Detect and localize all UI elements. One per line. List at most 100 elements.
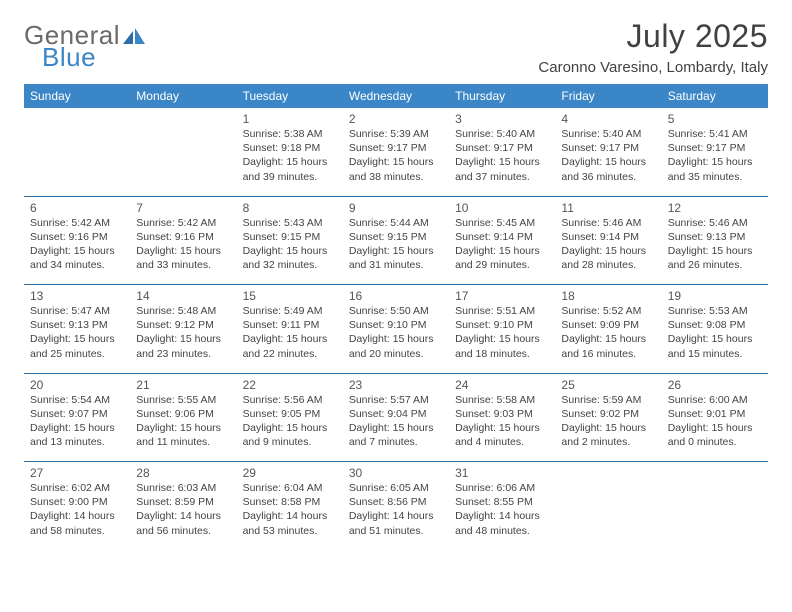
daylight-line-1: Daylight: 15 hours — [243, 421, 337, 435]
sunset-line: Sunset: 9:08 PM — [668, 318, 762, 332]
day-number: 15 — [243, 289, 337, 303]
sunset-line: Sunset: 9:14 PM — [455, 230, 549, 244]
daylight-line-2: and 51 minutes. — [349, 524, 443, 538]
week-row: 13Sunrise: 5:47 AMSunset: 9:13 PMDayligh… — [24, 285, 768, 373]
sunrise-line: Sunrise: 5:58 AM — [455, 393, 549, 407]
sunrise-line: Sunrise: 6:04 AM — [243, 481, 337, 495]
daylight-line-2: and 4 minutes. — [455, 435, 549, 449]
daylight-line-1: Daylight: 15 hours — [30, 421, 124, 435]
calendar-page: General Blue July 2025 Caronno Varesino,… — [0, 0, 792, 612]
day-cell — [24, 108, 130, 196]
sunrise-line: Sunrise: 5:59 AM — [561, 393, 655, 407]
daylight-line-1: Daylight: 14 hours — [30, 509, 124, 523]
daylight-line-2: and 25 minutes. — [30, 347, 124, 361]
sunrise-line: Sunrise: 6:05 AM — [349, 481, 443, 495]
day-number: 3 — [455, 112, 549, 126]
daylight-line-1: Daylight: 15 hours — [668, 332, 762, 346]
sunset-line: Sunset: 8:58 PM — [243, 495, 337, 509]
daylight-line-2: and 36 minutes. — [561, 170, 655, 184]
day-number: 28 — [136, 466, 230, 480]
day-cell: 25Sunrise: 5:59 AMSunset: 9:02 PMDayligh… — [555, 374, 661, 462]
sunrise-line: Sunrise: 5:49 AM — [243, 304, 337, 318]
day-cell: 30Sunrise: 6:05 AMSunset: 8:56 PMDayligh… — [343, 462, 449, 550]
sunset-line: Sunset: 9:17 PM — [455, 141, 549, 155]
day-cell: 4Sunrise: 5:40 AMSunset: 9:17 PMDaylight… — [555, 108, 661, 196]
daylight-line-2: and 13 minutes. — [30, 435, 124, 449]
sunset-line: Sunset: 9:01 PM — [668, 407, 762, 421]
day-number: 16 — [349, 289, 443, 303]
sunrise-line: Sunrise: 5:46 AM — [668, 216, 762, 230]
day-number: 23 — [349, 378, 443, 392]
daylight-line-1: Daylight: 15 hours — [561, 155, 655, 169]
day-number: 27 — [30, 466, 124, 480]
daylight-line-1: Daylight: 15 hours — [349, 421, 443, 435]
daylight-line-1: Daylight: 15 hours — [455, 244, 549, 258]
sunrise-line: Sunrise: 5:40 AM — [561, 127, 655, 141]
sunrise-line: Sunrise: 6:00 AM — [668, 393, 762, 407]
day-cell: 31Sunrise: 6:06 AMSunset: 8:55 PMDayligh… — [449, 462, 555, 550]
day-cell: 15Sunrise: 5:49 AMSunset: 9:11 PMDayligh… — [237, 285, 343, 373]
day-number: 21 — [136, 378, 230, 392]
sunrise-line: Sunrise: 5:47 AM — [30, 304, 124, 318]
day-cell: 19Sunrise: 5:53 AMSunset: 9:08 PMDayligh… — [662, 285, 768, 373]
day-header: Wednesday — [343, 84, 449, 108]
day-number: 25 — [561, 378, 655, 392]
sunrise-line: Sunrise: 5:51 AM — [455, 304, 549, 318]
day-number: 20 — [30, 378, 124, 392]
day-number: 1 — [243, 112, 337, 126]
sunrise-line: Sunrise: 5:42 AM — [30, 216, 124, 230]
sunset-line: Sunset: 9:10 PM — [349, 318, 443, 332]
sunrise-line: Sunrise: 5:40 AM — [455, 127, 549, 141]
daylight-line-1: Daylight: 14 hours — [349, 509, 443, 523]
daylight-line-2: and 15 minutes. — [668, 347, 762, 361]
daylight-line-1: Daylight: 14 hours — [455, 509, 549, 523]
day-cell: 3Sunrise: 5:40 AMSunset: 9:17 PMDaylight… — [449, 108, 555, 196]
day-number: 30 — [349, 466, 443, 480]
sunrise-line: Sunrise: 5:52 AM — [561, 304, 655, 318]
daylight-line-2: and 26 minutes. — [668, 258, 762, 272]
sunset-line: Sunset: 8:55 PM — [455, 495, 549, 509]
daylight-line-1: Daylight: 15 hours — [668, 421, 762, 435]
daylight-line-2: and 56 minutes. — [136, 524, 230, 538]
daylight-line-1: Daylight: 15 hours — [455, 421, 549, 435]
sunrise-line: Sunrise: 5:55 AM — [136, 393, 230, 407]
week-row: 27Sunrise: 6:02 AMSunset: 9:00 PMDayligh… — [24, 462, 768, 550]
daylight-line-2: and 0 minutes. — [668, 435, 762, 449]
daylight-line-2: and 16 minutes. — [561, 347, 655, 361]
daylight-line-1: Daylight: 15 hours — [455, 332, 549, 346]
week-row: 6Sunrise: 5:42 AMSunset: 9:16 PM Daylight… — [24, 197, 768, 285]
day-number: 24 — [455, 378, 549, 392]
daylight-line-1: Daylight: 15 hours — [243, 155, 337, 169]
sunrise-line: Sunrise: 6:02 AM — [30, 481, 124, 495]
day-number: 13 — [30, 289, 124, 303]
sunset-line: Sunset: 9:05 PM — [243, 407, 337, 421]
daylight-line-1: Daylight: 15 hours — [349, 155, 443, 169]
day-header: Tuesday — [237, 84, 343, 108]
daylight-line-2: and 20 minutes. — [349, 347, 443, 361]
sunset-line: Sunset: 8:59 PM — [136, 495, 230, 509]
daylight-line-2: and 33 minutes. — [136, 258, 230, 272]
day-number: 6 — [30, 201, 124, 215]
calendar-table: Sunday Monday Tuesday Wednesday Thursday… — [24, 84, 768, 550]
day-cell: 27Sunrise: 6:02 AMSunset: 9:00 PMDayligh… — [24, 462, 130, 550]
calendar-head: Sunday Monday Tuesday Wednesday Thursday… — [24, 84, 768, 108]
day-number: 31 — [455, 466, 549, 480]
sunset-line: Sunset: 9:03 PM — [455, 407, 549, 421]
day-cell: 29Sunrise: 6:04 AMSunset: 8:58 PMDayligh… — [237, 462, 343, 550]
sunset-line: Sunset: 9:16 PM — [30, 230, 124, 244]
day-number: 8 — [243, 201, 337, 215]
sunset-line: Sunset: 9:17 PM — [668, 141, 762, 155]
daylight-line-2: and 37 minutes. — [455, 170, 549, 184]
daylight-line-2: and 22 minutes. — [243, 347, 337, 361]
daylight-line-1: Daylight: 15 hours — [668, 155, 762, 169]
sunset-line: Sunset: 9:04 PM — [349, 407, 443, 421]
sunset-line: Sunset: 9:09 PM — [561, 318, 655, 332]
daylight-line-2: and 7 minutes. — [349, 435, 443, 449]
sunrise-line: Sunrise: 5:45 AM — [455, 216, 549, 230]
sunset-line: Sunset: 9:12 PM — [136, 318, 230, 332]
daylight-line-1: Daylight: 15 hours — [561, 332, 655, 346]
daylight-line-2: and 38 minutes. — [349, 170, 443, 184]
day-header: Sunday — [24, 84, 130, 108]
sunset-line: Sunset: 8:56 PM — [349, 495, 443, 509]
day-cell: 14Sunrise: 5:48 AMSunset: 9:12 PMDayligh… — [130, 285, 236, 373]
